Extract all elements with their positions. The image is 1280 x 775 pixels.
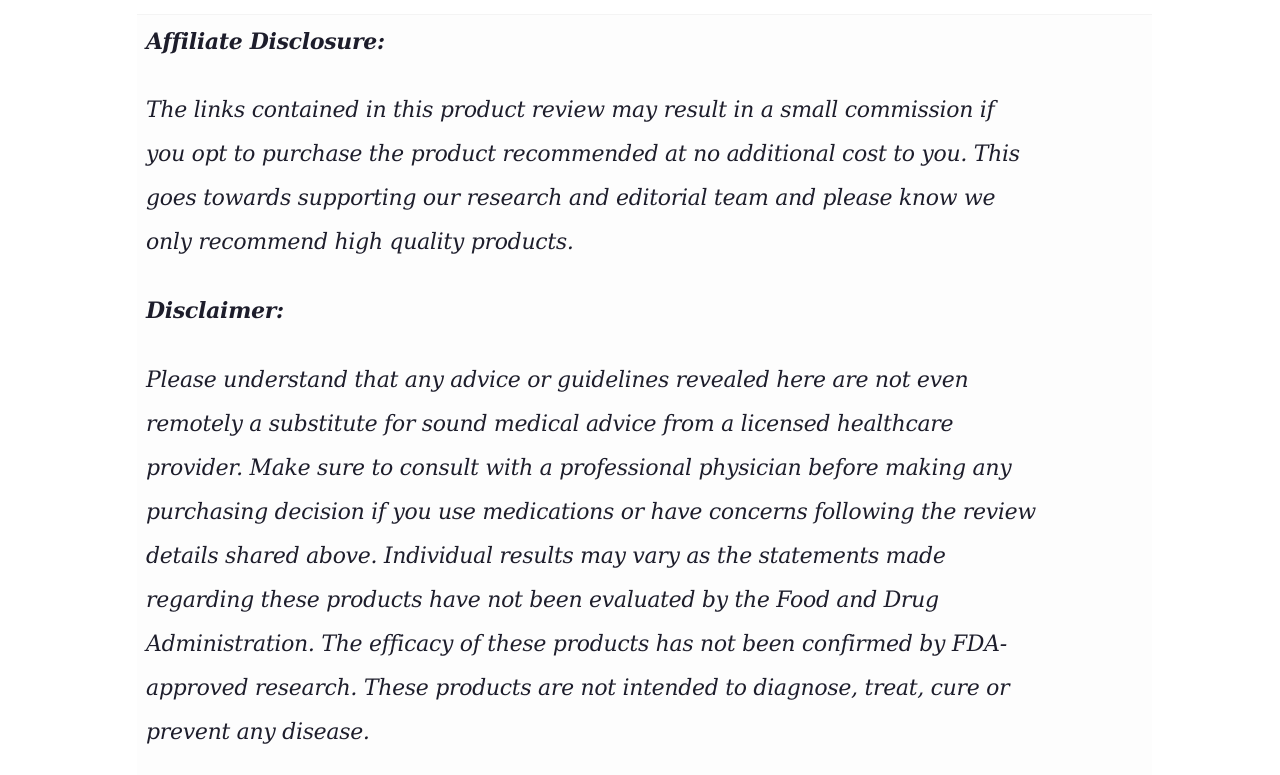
affiliate-disclosure-heading: Affiliate Disclosure:: [146, 29, 385, 55]
text-line: regarding these products have not been e…: [146, 588, 939, 613]
disclaimer-text: Please understand that any advice or gui…: [146, 359, 1036, 755]
disclaimer-heading: Disclaimer:: [146, 298, 284, 324]
text-line: provider. Make sure to consult with a pr…: [146, 456, 1012, 481]
text-line: The links contained in this product revi…: [146, 98, 995, 123]
text-line: remotely a substitute for sound medical …: [146, 412, 954, 437]
disclosure-container: [137, 14, 1152, 775]
text-line: you opt to purchase the product recommen…: [146, 142, 1020, 167]
affiliate-disclosure-text: The links contained in this product revi…: [146, 89, 1020, 265]
text-line: purchasing decision if you use medicatio…: [146, 500, 1036, 525]
text-line: goes towards supporting our research and…: [146, 186, 996, 211]
text-line: approved research. These products are no…: [146, 676, 1010, 701]
text-line: details shared above. Individual results…: [146, 544, 946, 569]
text-line: Please understand that any advice or gui…: [146, 368, 969, 393]
text-line: Administration. The efficacy of these pr…: [146, 632, 1007, 657]
text-line: only recommend high quality products.: [146, 230, 574, 255]
text-line: prevent any disease.: [146, 720, 370, 745]
